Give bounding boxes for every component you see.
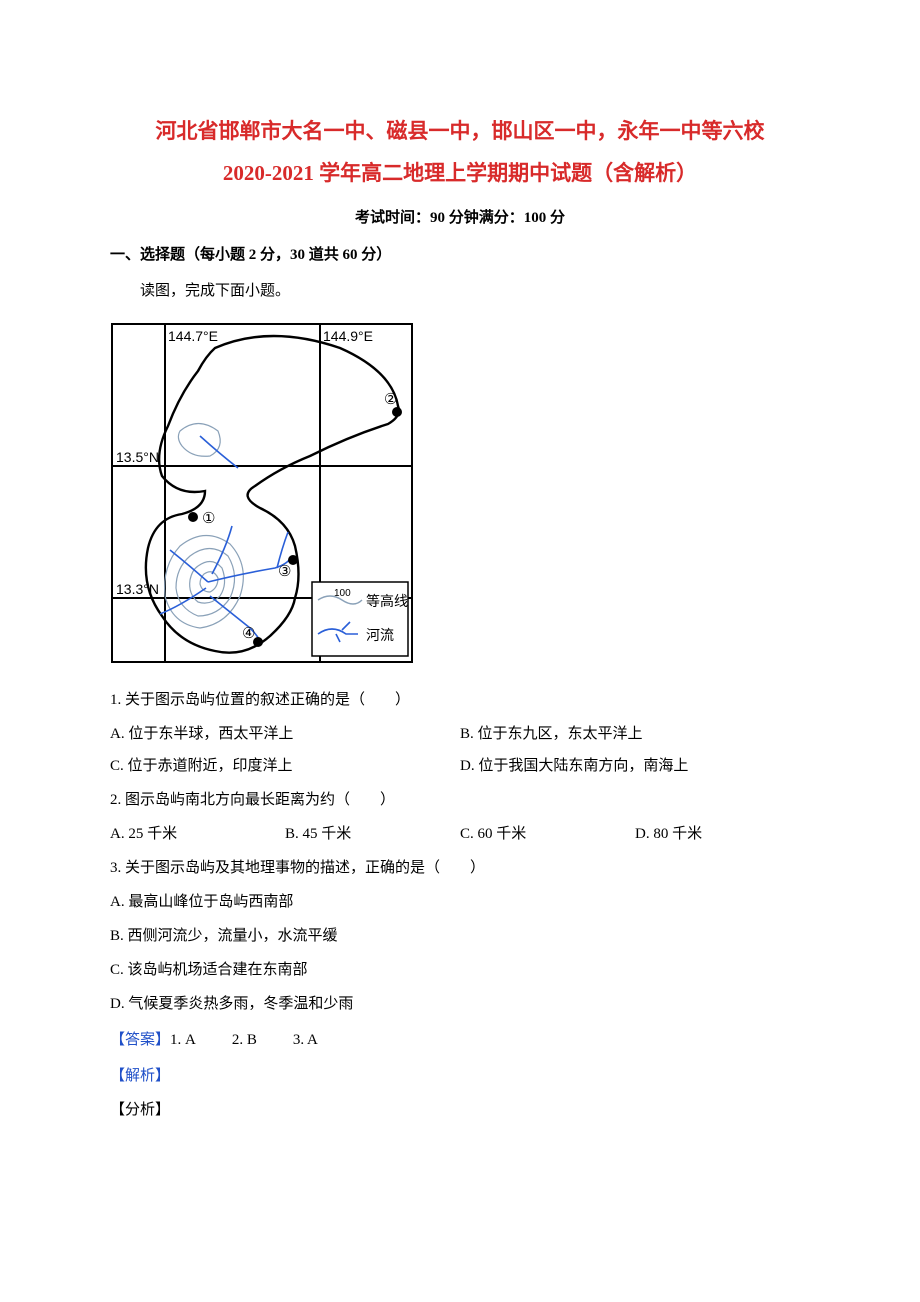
lon-label-2: 144.9°E — [323, 328, 373, 344]
q3-opt-c: C. 该岛屿机场适合建在东南部 — [110, 955, 810, 985]
legend-contour-label: 等高线 — [366, 593, 408, 610]
q1-stem: 1. 关于图示岛屿位置的叙述正确的是（ ） — [110, 685, 810, 715]
river-group — [160, 436, 292, 644]
q2-stem: 2. 图示岛屿南北方向最长距离为约（ ） — [110, 785, 810, 815]
answer-1: 1. A — [170, 1032, 196, 1048]
q1-opt-b: B. 位于东九区，东太平洋上 — [460, 719, 810, 749]
answer-tag: 【答案】 — [110, 1032, 170, 1048]
marker-2-label: ② — [384, 392, 397, 408]
q1-opts-row-2: C. 位于赤道附近，印度洋上 D. 位于我国大陆东南方向，南海上 — [110, 751, 810, 781]
q2-opt-d: D. 80 千米 — [635, 819, 810, 849]
title-line-1: 河北省邯郸市大名一中、磁县一中，邯山区一中，永年一中等六校 — [110, 110, 810, 152]
lon-label-1: 144.7°E — [168, 328, 218, 344]
q2-opts-row: A. 25 千米 B. 45 千米 C. 60 千米 D. 80 千米 — [110, 819, 810, 849]
q3-opt-a: A. 最高山峰位于岛屿西南部 — [110, 887, 810, 917]
marker-2-dot — [392, 407, 402, 417]
q3-opt-b: B. 西侧河流少，流量小，水流平缓 — [110, 921, 810, 951]
marker-1-label: ① — [202, 511, 215, 527]
lat-label-2: 13.3°N — [116, 581, 159, 597]
q3-opt-d: D. 气候夏季炎热多雨，冬季温和少雨 — [110, 989, 810, 1019]
legend-contour-value: 100 — [334, 588, 351, 599]
section-1-head: 一、选择题（每小题 2 分，30 道共 60 分） — [110, 243, 810, 264]
prompt-1: 读图，完成下面小题。 — [110, 276, 810, 306]
legend-river-label: 河流 — [366, 628, 394, 644]
q1-opt-d: D. 位于我国大陆东南方向，南海上 — [460, 751, 810, 781]
marker-3-label: ③ — [278, 564, 291, 580]
figure-1-map: 144.7°E 144.9°E 13.5°N 13.3°N — [110, 316, 810, 671]
answer-2: 2. B — [232, 1032, 257, 1048]
q1-opt-c: C. 位于赤道附近，印度洋上 — [110, 751, 460, 781]
q1-opt-a: A. 位于东半球，西太平洋上 — [110, 719, 460, 749]
analysis-sub: 【分析】 — [110, 1095, 810, 1125]
answers-line: 【答案】1. A 2. B 3. A — [110, 1025, 810, 1055]
answer-3: 3. A — [293, 1032, 318, 1048]
legend-box — [312, 582, 408, 656]
q2-opt-c: C. 60 千米 — [460, 819, 635, 849]
lat-label-1: 13.5°N — [116, 449, 159, 465]
marker-4-label: ④ — [242, 626, 255, 642]
title-line-2: 2020-2021 学年高二地理上学期期中试题（含解析） — [110, 152, 810, 194]
q2-opt-a: A. 25 千米 — [110, 819, 285, 849]
q2-opt-b: B. 45 千米 — [285, 819, 460, 849]
exam-page: 河北省邯郸市大名一中、磁县一中，邯山区一中，永年一中等六校 2020-2021 … — [0, 0, 920, 1302]
analysis-tag: 【解析】 — [110, 1061, 810, 1091]
q1-opts-row-1: A. 位于东半球，西太平洋上 B. 位于东九区，东太平洋上 — [110, 719, 810, 749]
map-svg: 144.7°E 144.9°E 13.5°N 13.3°N — [110, 316, 420, 671]
marker-1-dot — [188, 512, 198, 522]
q3-stem: 3. 关于图示岛屿及其地理事物的描述，正确的是（ ） — [110, 853, 810, 883]
exam-info: 考试时间：90 分钟满分：100 分 — [110, 206, 810, 227]
